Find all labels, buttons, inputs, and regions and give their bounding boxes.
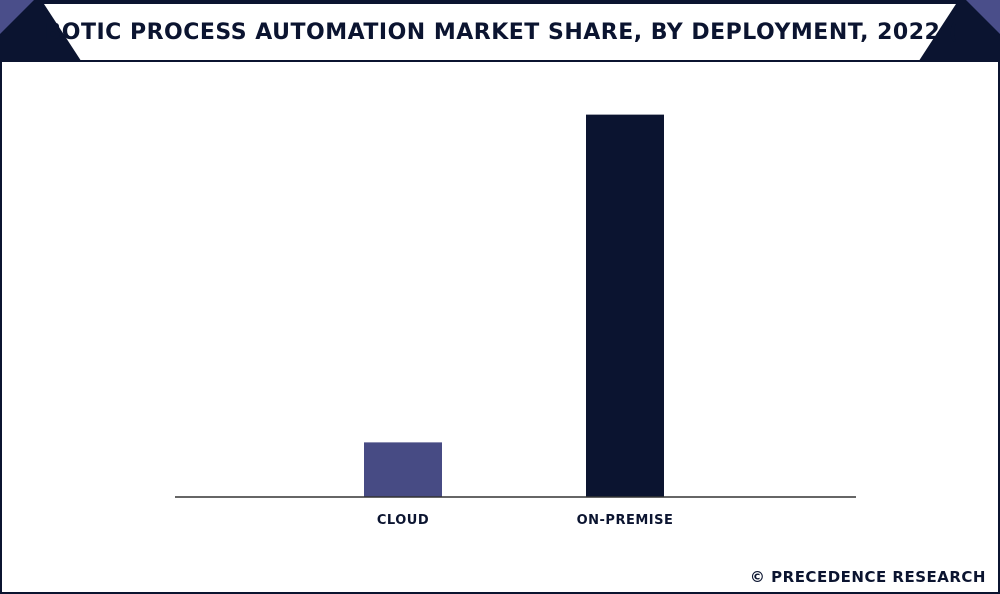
bar-on-premise <box>586 114 664 497</box>
chart-title: ROBOTIC PROCESS AUTOMATION MARKET SHARE,… <box>44 19 956 45</box>
bar-cloud <box>364 442 442 497</box>
source-credit: © PRECEDENCE RESEARCH <box>749 568 986 586</box>
header-corner-left <box>0 0 34 34</box>
x-tick-labels: CLOUD ON-PREMISE <box>377 513 674 528</box>
x-tick-label-cloud: CLOUD <box>377 513 429 528</box>
x-tick-label-on-premise: ON-PREMISE <box>577 513 674 528</box>
header-banner <box>44 4 956 60</box>
chart-header: ROBOTIC PROCESS AUTOMATION MARKET SHARE,… <box>0 0 1000 62</box>
header-corner-right <box>966 0 1000 34</box>
bars-group <box>364 114 664 497</box>
